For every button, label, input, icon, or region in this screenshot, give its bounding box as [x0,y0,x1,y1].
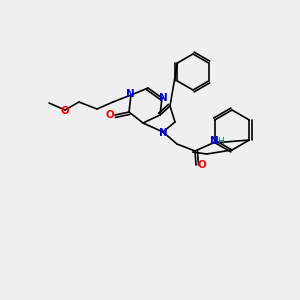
Text: N: N [159,93,167,103]
Text: O: O [198,160,206,170]
Text: H: H [217,136,224,146]
Text: N: N [210,136,218,146]
Text: N: N [159,128,167,138]
Text: O: O [106,110,114,120]
Text: N: N [126,89,134,99]
Text: O: O [61,106,69,116]
